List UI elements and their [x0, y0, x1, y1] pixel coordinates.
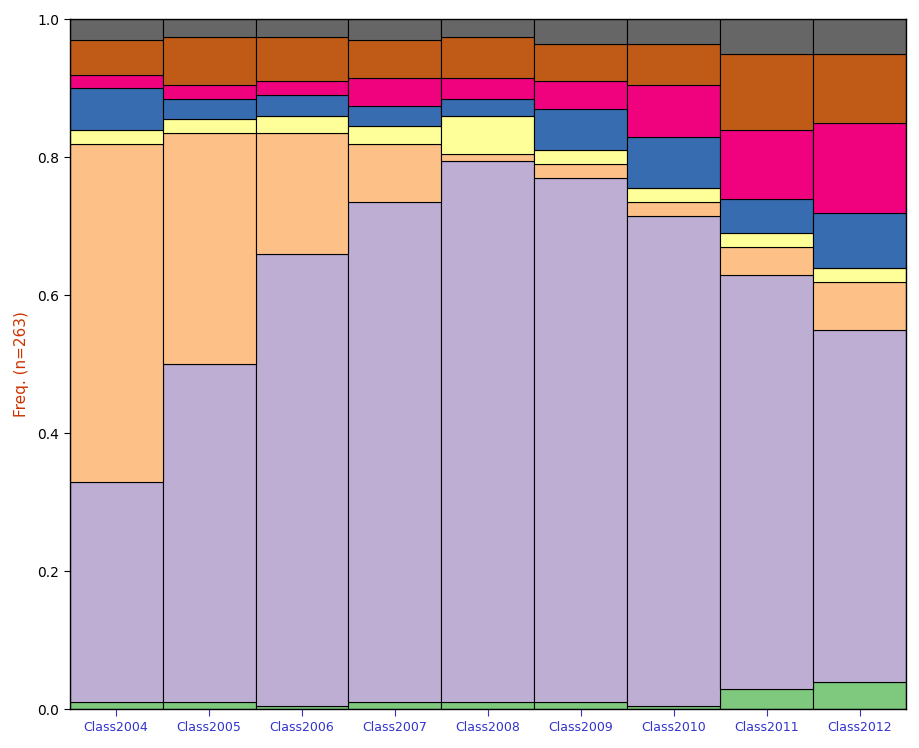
Bar — [627, 202, 720, 216]
Bar — [534, 165, 627, 178]
Bar — [720, 275, 812, 689]
Bar — [70, 144, 163, 482]
Bar — [255, 82, 348, 95]
Bar — [348, 78, 441, 105]
Bar — [627, 85, 720, 137]
Bar — [720, 247, 812, 275]
Bar — [534, 109, 627, 150]
Bar — [441, 161, 534, 702]
Bar — [534, 19, 627, 43]
Bar — [348, 40, 441, 78]
Bar — [348, 19, 441, 40]
Bar — [163, 133, 255, 364]
Bar — [163, 19, 255, 37]
Bar — [441, 116, 534, 154]
Bar — [627, 19, 720, 43]
Bar — [348, 105, 441, 126]
Bar — [441, 37, 534, 78]
Bar — [163, 37, 255, 85]
Bar — [70, 88, 163, 129]
Bar — [812, 281, 905, 330]
Bar — [534, 43, 627, 82]
Bar — [255, 133, 348, 254]
Bar — [812, 268, 905, 281]
Bar — [163, 364, 255, 702]
Bar — [812, 54, 905, 123]
Bar — [255, 254, 348, 706]
Bar — [534, 82, 627, 109]
Bar — [627, 188, 720, 202]
Bar — [441, 99, 534, 116]
Bar — [627, 43, 720, 85]
Bar — [348, 126, 441, 144]
Bar — [255, 95, 348, 116]
Bar — [720, 199, 812, 233]
Bar — [348, 144, 441, 202]
Bar — [70, 702, 163, 709]
Bar — [255, 37, 348, 82]
Bar — [534, 178, 627, 702]
Bar — [70, 129, 163, 144]
Bar — [720, 19, 812, 54]
Bar — [720, 233, 812, 247]
Bar — [812, 19, 905, 54]
Bar — [70, 19, 163, 40]
Bar — [534, 150, 627, 165]
Bar — [812, 123, 905, 212]
Bar — [70, 75, 163, 88]
Bar — [720, 54, 812, 129]
Bar — [627, 216, 720, 706]
Bar — [441, 154, 534, 161]
Bar — [163, 702, 255, 709]
Bar — [441, 78, 534, 99]
Bar — [720, 129, 812, 199]
Y-axis label: Freq. (n=263): Freq. (n=263) — [14, 311, 28, 417]
Bar — [534, 702, 627, 709]
Bar — [163, 85, 255, 99]
Bar — [255, 116, 348, 133]
Bar — [627, 137, 720, 188]
Bar — [70, 482, 163, 702]
Bar — [348, 202, 441, 702]
Bar — [812, 212, 905, 268]
Bar — [627, 706, 720, 709]
Bar — [441, 13, 534, 37]
Bar — [812, 681, 905, 709]
Bar — [255, 19, 348, 37]
Bar — [255, 706, 348, 709]
Bar — [812, 330, 905, 681]
Bar — [348, 702, 441, 709]
Bar — [720, 689, 812, 709]
Bar — [163, 99, 255, 120]
Bar — [163, 120, 255, 133]
Bar — [441, 702, 534, 709]
Bar — [70, 40, 163, 75]
